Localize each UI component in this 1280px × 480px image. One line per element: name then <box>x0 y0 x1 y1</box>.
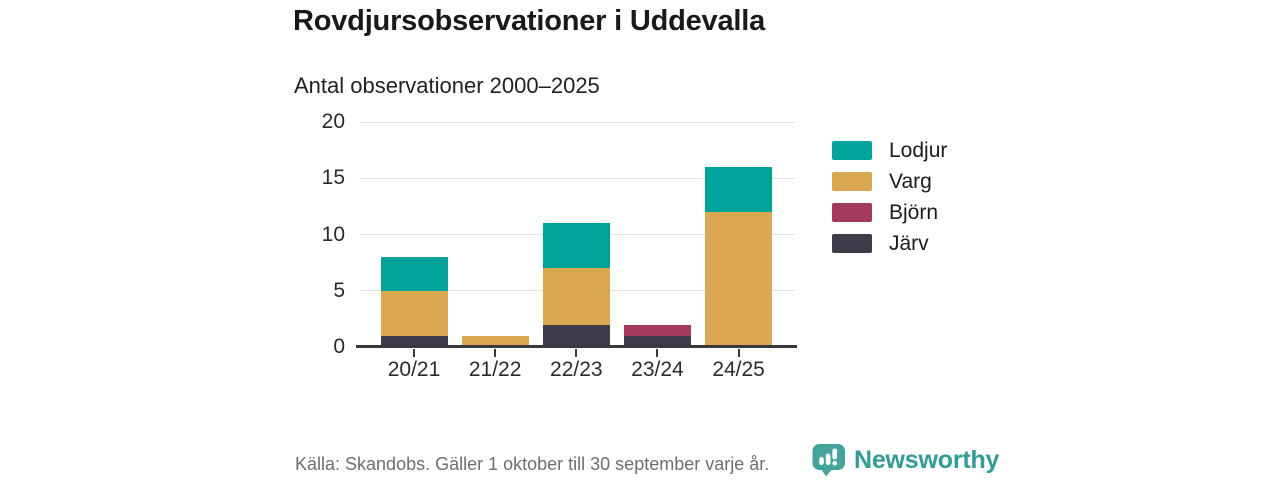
x-axis-tick <box>413 349 415 357</box>
x-axis-tick <box>575 349 578 357</box>
plot-area: 20/21 21/22 22/23 23/24 24/25 <box>356 121 797 381</box>
newsworthy-logo: Newsworthy <box>812 443 999 478</box>
y-tick-label: 0 <box>333 335 345 358</box>
bar-segment-varg-21-22 <box>461 335 529 347</box>
legend-swatch <box>832 172 872 191</box>
x-axis-line <box>356 345 797 348</box>
source-note: Källa: Skandobs. Gäller 1 oktober till 3… <box>295 454 770 474</box>
legend-item-björn: Björn <box>832 201 947 224</box>
x-tick-label: 24/25 <box>712 358 765 381</box>
x-axis-tick <box>656 349 659 357</box>
legend-label: Järv <box>889 232 929 255</box>
x-tick-label: 22/23 <box>550 358 603 381</box>
page-title: Rovdjursobservationer i Uddevalla <box>293 5 766 37</box>
chart-subtitle: Antal observationer 2000–2025 <box>294 73 600 98</box>
bar-segment-lodjur-22-23 <box>542 223 610 269</box>
y-axis: 0 5 10 15 20 <box>300 111 345 358</box>
bar-segment-varg-20-21 <box>380 290 448 336</box>
bar-segment-björn-23-24 <box>623 324 691 336</box>
bar-segment-järv-23-24 <box>623 335 691 347</box>
bar-segment-lodjur-24-25 <box>705 167 773 212</box>
y-tick-label: 15 <box>321 166 345 190</box>
legend-swatch <box>832 141 872 160</box>
bar-segment-lodjur-20-21 <box>380 257 448 291</box>
legend: Lodjur Varg Björn Järv <box>832 139 948 265</box>
y-tick-label: 10 <box>321 222 345 246</box>
y-tick-label: 5 <box>333 278 345 302</box>
legend-swatch <box>832 203 872 222</box>
x-axis-tick <box>737 349 740 357</box>
x-tick-label: 21/22 <box>468 358 522 381</box>
bar-segment-järv-20-21 <box>380 335 448 347</box>
gridline <box>360 177 795 179</box>
legend-label: Lodjur <box>889 139 948 162</box>
bar-segment-varg-22-23 <box>542 268 610 325</box>
newsworthy-logo-icon <box>812 443 846 478</box>
legend-item-järv: Järv <box>832 232 947 255</box>
bar-segment-varg-24-25 <box>705 212 773 347</box>
x-tick-label: 23/24 <box>631 358 684 381</box>
x-axis-tick <box>494 349 497 357</box>
x-tick-label: 20/21 <box>387 358 441 381</box>
legend-label: Björn <box>889 201 939 224</box>
legend-swatch <box>832 234 872 253</box>
legend-item-lodjur: Lodjur <box>832 139 948 162</box>
newsworthy-logo-text: Newsworthy <box>854 446 1000 474</box>
gridline <box>360 121 795 123</box>
legend-label: Varg <box>889 170 932 193</box>
legend-item-varg: Varg <box>832 170 947 193</box>
bar-segment-järv-22-23 <box>542 324 610 347</box>
y-tick-label: 20 <box>321 110 345 133</box>
